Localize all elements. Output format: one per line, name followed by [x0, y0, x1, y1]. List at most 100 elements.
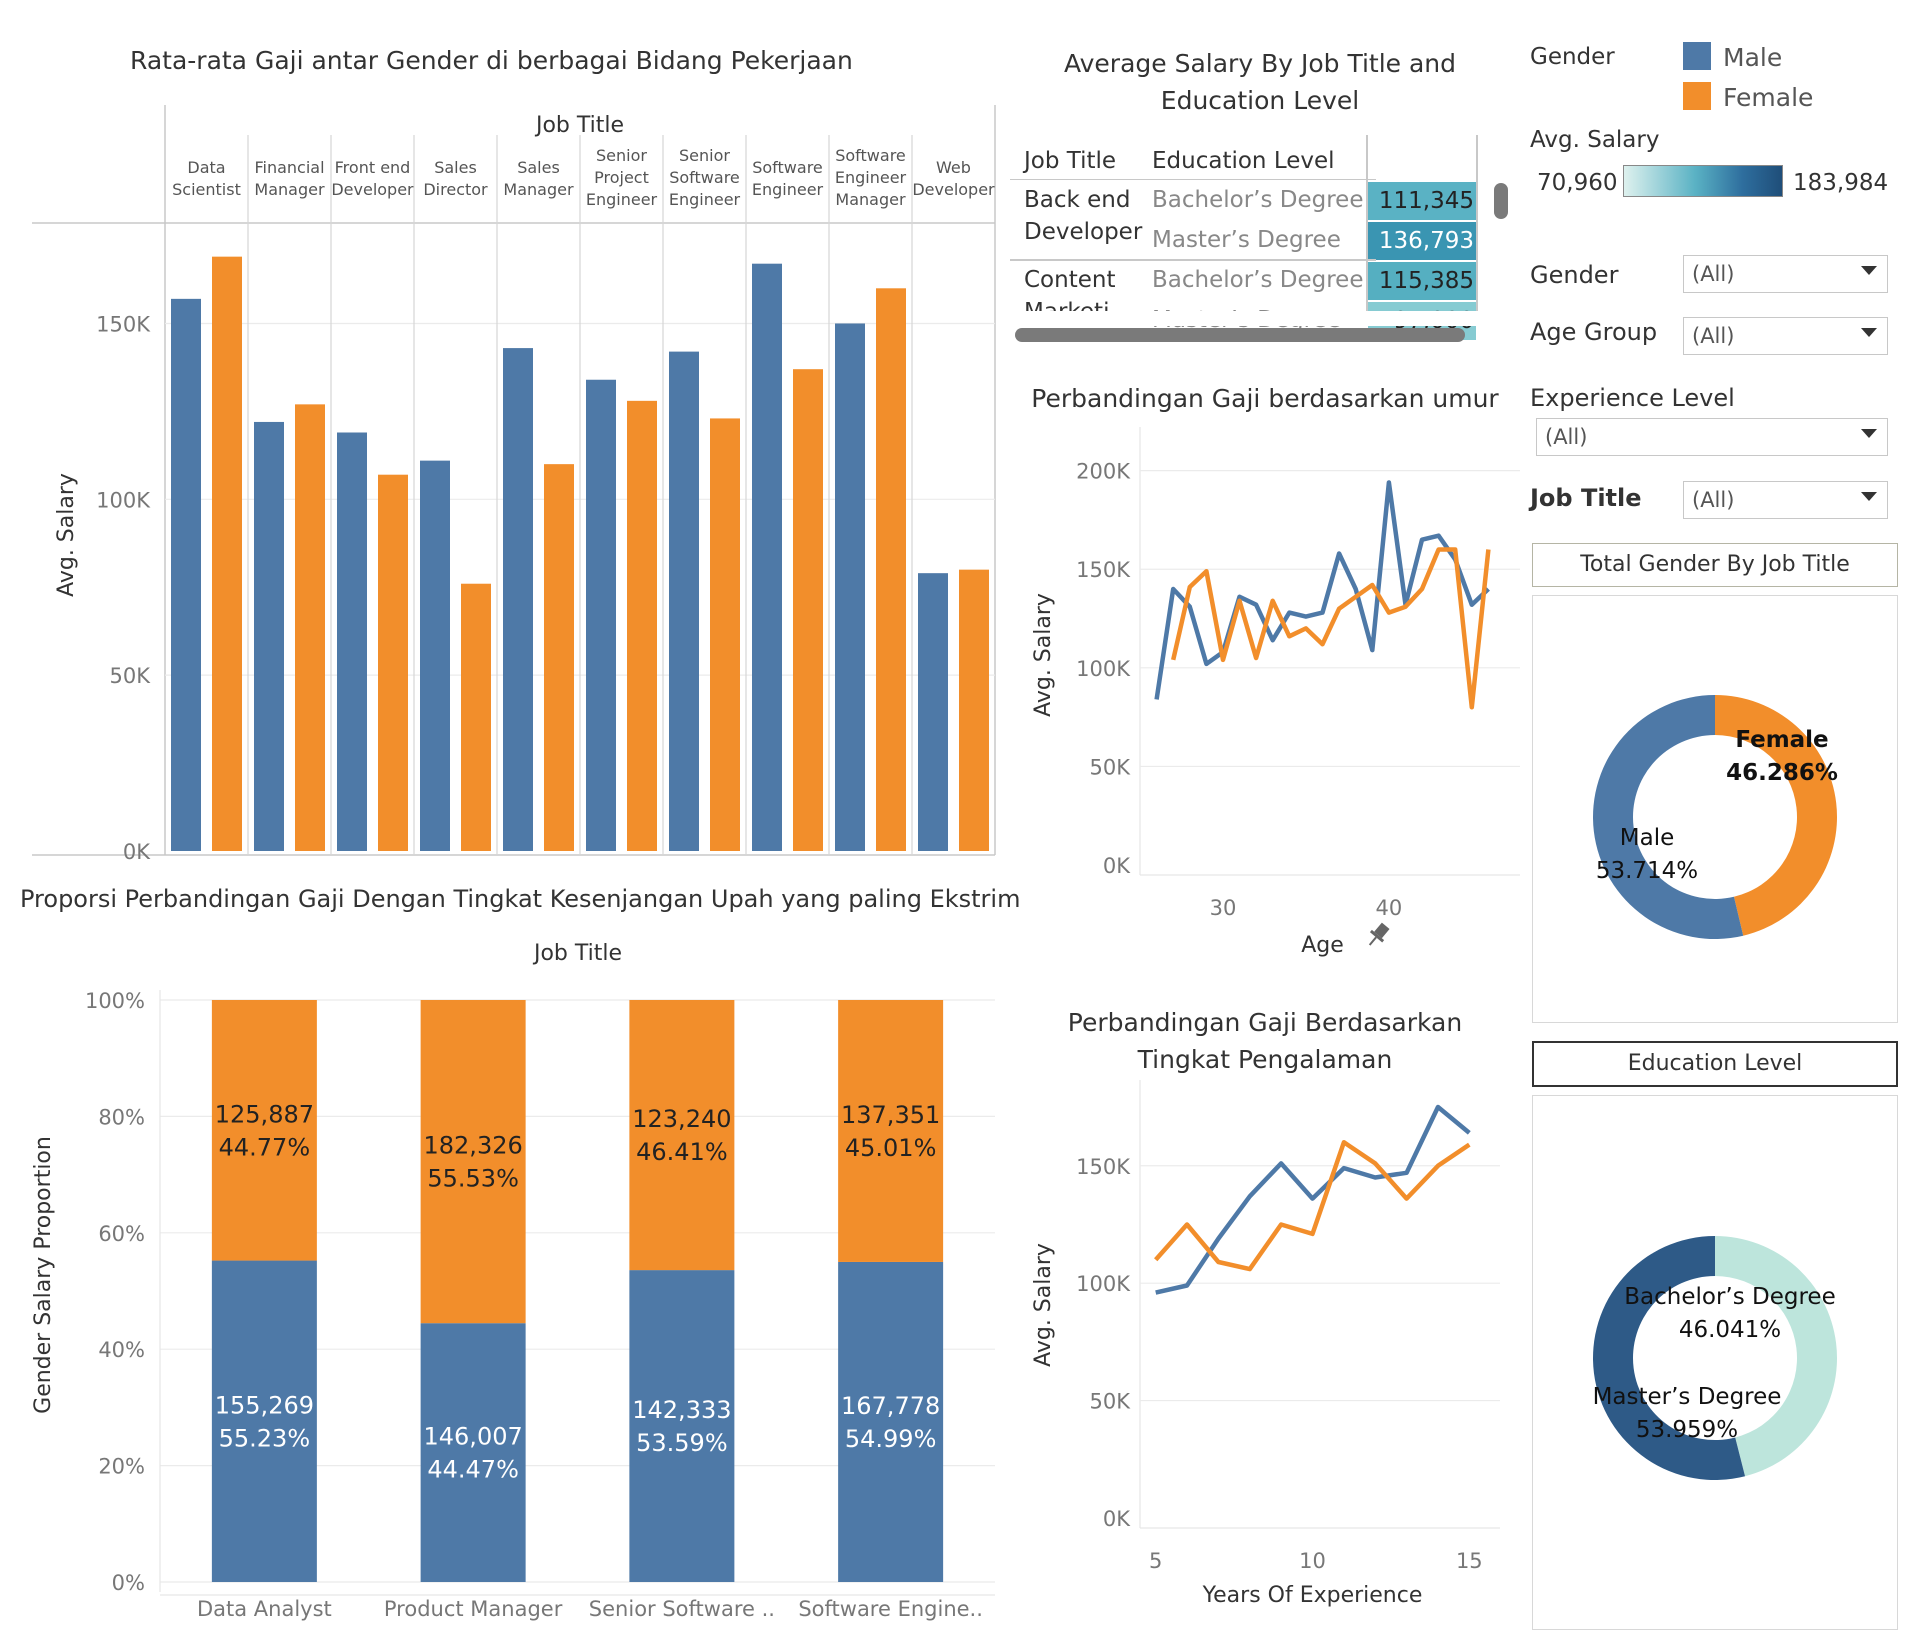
female-salary-bar: [710, 418, 740, 851]
chevron-down-icon[interactable]: [1861, 328, 1877, 337]
y-tick-label: 150K: [1076, 1155, 1131, 1179]
gender-donut-header: Total Gender By Job Title: [1532, 543, 1898, 587]
female-salary-label: 123,240: [632, 1105, 731, 1133]
bachelor-donut-slice: [1715, 1236, 1837, 1477]
table-header-job-title[interactable]: Job Title: [1024, 148, 1117, 174]
male-legend-label[interactable]: Male: [1723, 43, 1783, 72]
experience-line-chart: 0K 50K 100K 150K 5 10 15 Avg. Salary Years Of Ex…: [1031, 1080, 1500, 1608]
y-tick-label: 150K: [1076, 558, 1131, 582]
experience-title-line2: Tingkat Pengalaman: [1137, 1045, 1393, 1074]
female-salary-bar: [544, 464, 574, 851]
table-education-level[interactable]: Master’s Degree: [1152, 227, 1341, 253]
table-title-line2: Education Level: [1160, 86, 1360, 115]
salary-value: 111,345: [1378, 188, 1474, 214]
chevron-down-icon[interactable]: [1861, 492, 1877, 501]
male-salary-label: 146,007: [424, 1423, 523, 1451]
job-title-header: Manager: [254, 180, 325, 199]
salary-value: 115,385: [1378, 268, 1474, 294]
job-title-header: Project: [594, 168, 649, 187]
stacked-proportion-chart: Job Title 0% 20% 40% 60% 80% 100% Gender Salary…: [31, 941, 995, 1621]
male-donut-label: Male: [1620, 825, 1674, 851]
vertical-scrollbar[interactable]: [1494, 183, 1508, 219]
x-category-label: Product Manager: [384, 1597, 563, 1621]
male-salary-bar: [669, 351, 699, 851]
male-donut-label-percent: 53.714%: [1596, 858, 1698, 884]
gender-filter-dropdown[interactable]: (All): [1683, 255, 1888, 293]
male-salary-bar: [503, 348, 533, 851]
female-percent-label: 44.77%: [219, 1133, 311, 1161]
x-category-label: Software Engine..: [798, 1597, 983, 1621]
job-title-header: Scientist: [172, 180, 241, 199]
master-donut-slice: [1592, 1236, 1746, 1480]
male-percent-label: 55.23%: [219, 1424, 311, 1452]
table-header-education[interactable]: Education Level: [1152, 148, 1335, 174]
age-group-filter-dropdown[interactable]: (All): [1683, 317, 1888, 355]
job-title-filter-dropdown[interactable]: (All): [1683, 481, 1888, 519]
horizontal-scrollbar[interactable]: [1015, 328, 1465, 342]
salary-legend-max: 183,984: [1793, 170, 1889, 196]
job-title-header: Engineer: [835, 168, 907, 187]
y-tick-label: 0K: [123, 840, 151, 864]
chevron-down-icon[interactable]: [1861, 266, 1877, 275]
male-salary-label: 155,269: [215, 1391, 314, 1419]
table-job-title[interactable]: Developer: [1024, 219, 1143, 245]
female-percent-label: 46.41%: [636, 1138, 728, 1166]
female-donut-label-percent: 46.286%: [1726, 760, 1838, 786]
female-salary-bar: [793, 369, 823, 851]
salary-heat-cell[interactable]: 111,345: [1368, 182, 1476, 220]
male-salary-bar: [752, 263, 782, 851]
table-title-line1: Average Salary By Job Title and: [1063, 49, 1457, 78]
y-tick-label: 50K: [1090, 755, 1132, 779]
job-title-header: Front end: [335, 158, 411, 177]
male-series-line: [1154, 480, 1490, 700]
table-job-title[interactable]: Back end: [1024, 187, 1131, 213]
job-title-header: Engineer: [586, 190, 658, 209]
salary-legend-min: 70,960: [1537, 170, 1618, 196]
age-chart-title: Perbandingan Gaji berdasarkan umur: [1031, 384, 1499, 413]
female-proportion-bar: [629, 1000, 735, 1271]
female-salary-bar: [212, 256, 242, 851]
age-group-filter-value: (All): [1692, 324, 1735, 348]
male-salary-bar: [586, 379, 616, 851]
salary-heat-cell[interactable]: 136,793: [1368, 222, 1476, 260]
x-category-label: Data Analyst: [197, 1597, 332, 1621]
y-axis-title: Gender Salary Proportion: [31, 1136, 56, 1414]
female-salary-bar: [378, 474, 408, 851]
job-title-header: Software: [752, 158, 823, 177]
x-category-label: Senior Software ..: [589, 1597, 775, 1621]
male-salary-bar: [835, 323, 865, 851]
female-legend-label[interactable]: Female: [1723, 83, 1814, 112]
education-donut-header: Education Level: [1532, 1041, 1898, 1087]
female-proportion-bar: [420, 1000, 526, 1324]
female-salary-bar: [627, 400, 657, 851]
education-donut-frame: [1532, 1095, 1898, 1630]
male-proportion-bar: [420, 1323, 526, 1582]
experience-level-filter-dropdown[interactable]: (All): [1536, 418, 1888, 456]
y-tick-label: 60%: [98, 1222, 145, 1246]
x-tick-label: 15: [1456, 1549, 1483, 1573]
table-education-level[interactable]: Bachelor’s Degree: [1152, 187, 1364, 213]
job-title-header: Data: [187, 158, 225, 177]
column-header: Job Title: [534, 113, 624, 138]
female-swatch[interactable]: [1683, 82, 1711, 110]
master-donut-label-percent: 53.959%: [1636, 1417, 1738, 1443]
chevron-down-icon[interactable]: [1861, 429, 1877, 438]
salary-heat-cell[interactable]: 115,385: [1368, 262, 1476, 300]
job-title-header: Developer: [331, 180, 414, 199]
table-job-title[interactable]: Content: [1024, 267, 1116, 293]
pin-icon: [1368, 922, 1390, 946]
job-title-header: Financial: [254, 158, 324, 177]
male-proportion-bar: [629, 1270, 735, 1582]
salary-table[interactable]: Job Title Education Level Back end Develo…: [1010, 135, 1508, 350]
female-salary-label: 137,351: [841, 1101, 940, 1129]
salary-value: 136,793: [1378, 228, 1474, 254]
filter-label-age-group: Age Group: [1530, 318, 1658, 346]
female-proportion-bar: [211, 1000, 317, 1261]
female-donut-slice: [1715, 695, 1837, 936]
male-swatch[interactable]: [1683, 42, 1711, 70]
job-title-header: Sales: [517, 158, 560, 177]
bachelor-donut-label-percent: 46.041%: [1679, 1317, 1781, 1343]
female-percent-label: 55.53%: [427, 1165, 519, 1193]
table-education-level[interactable]: Bachelor’s Degree: [1152, 267, 1364, 293]
male-series-line: [1155, 1104, 1471, 1295]
